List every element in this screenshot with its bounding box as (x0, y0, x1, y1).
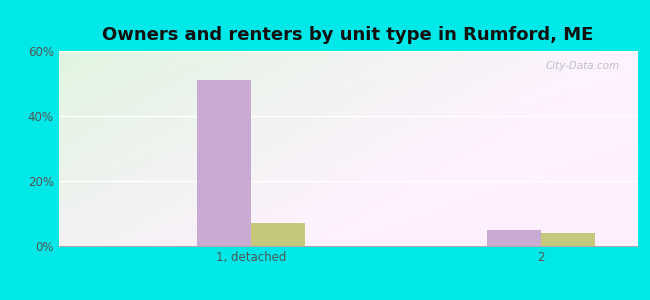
Bar (252, 223, 306, 246)
Text: City-Data.com: City-Data.com (545, 61, 619, 71)
Title: Owners and renters by unit type in Rumford, ME: Owners and renters by unit type in Rumfo… (102, 26, 593, 44)
Bar (541, 233, 595, 246)
Bar (487, 230, 541, 246)
Bar (198, 80, 252, 246)
Legend: Owner occupied units, Renter occupied units: Owner occupied units, Renter occupied un… (185, 295, 510, 300)
